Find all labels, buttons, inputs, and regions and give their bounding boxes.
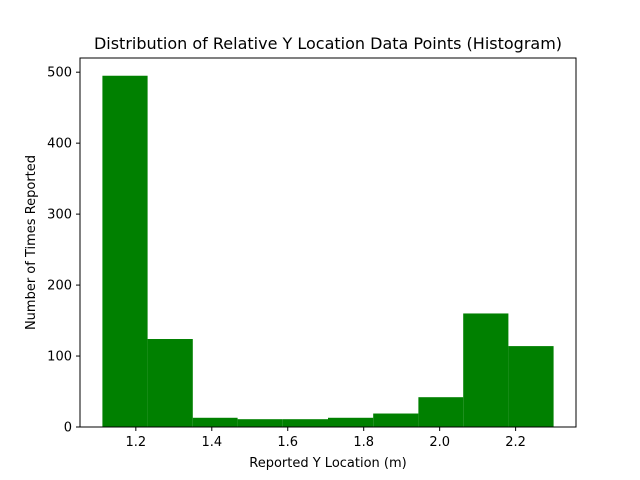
y-tick-label: 300	[47, 208, 72, 223]
histogram-bar	[102, 75, 148, 427]
y-tick-label: 200	[47, 279, 72, 294]
histogram-bar	[463, 313, 509, 427]
histogram-bar	[192, 417, 238, 427]
histogram-bar	[237, 419, 283, 427]
x-tick-label: 2.2	[505, 435, 526, 450]
histogram-bar	[373, 413, 419, 427]
y-axis-ticks: 0 100 200 300 400 500	[47, 66, 80, 436]
y-tick-label: 0	[64, 421, 72, 436]
x-axis-ticks: 1.2 1.4 1.6 1.8 2.0 2.2	[125, 427, 526, 450]
histogram-bar	[282, 419, 328, 427]
x-axis-label: Reported Y Location (m)	[249, 456, 406, 471]
y-tick-label: 500	[47, 66, 72, 81]
x-tick-label: 1.6	[277, 435, 298, 450]
y-tick-label: 400	[47, 137, 72, 152]
y-axis-label: Number of Times Reported	[24, 155, 39, 330]
histogram-bar	[418, 397, 464, 427]
x-tick-label: 2.0	[429, 435, 450, 450]
histogram-bar	[508, 346, 554, 427]
x-tick-label: 1.2	[125, 435, 146, 450]
y-tick-label: 100	[47, 350, 72, 365]
plot-frame	[79, 57, 577, 428]
chart-title: Distribution of Relative Y Location Data…	[94, 34, 562, 53]
histogram-bar	[328, 417, 374, 427]
bars-group	[102, 75, 554, 427]
histogram-bar	[147, 339, 193, 427]
x-tick-label: 1.4	[201, 435, 222, 450]
x-tick-label: 1.8	[353, 435, 374, 450]
